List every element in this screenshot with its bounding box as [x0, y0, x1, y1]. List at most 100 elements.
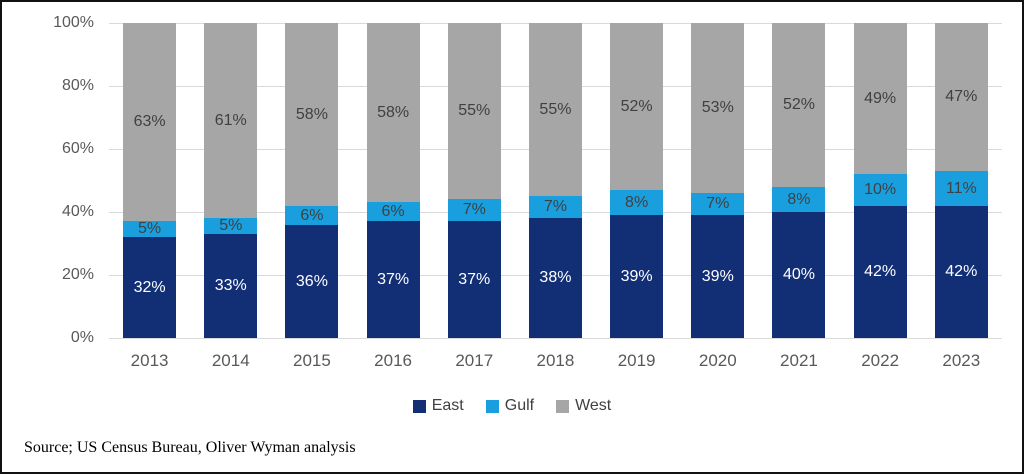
bar-segment-gulf-2019: 8%	[610, 190, 664, 215]
bar-segment-gulf-2023: 11%	[934, 171, 988, 206]
data-label-west-2018: 55%	[539, 100, 572, 118]
data-label-east-2013: 32%	[133, 278, 166, 296]
bar-2019: 52% 8% 39%	[610, 23, 664, 338]
gridline-0%	[109, 338, 1002, 339]
x-axis-label-2013: 2013	[130, 351, 169, 370]
x-axis-label-2017: 2017	[455, 351, 494, 370]
bar-segment-west-2022: 49%	[853, 23, 907, 174]
bar-segment-gulf-2020: 7%	[691, 193, 745, 215]
data-label-west-2013: 63%	[133, 113, 166, 130]
data-label-gulf-2014: 5%	[219, 217, 243, 234]
data-label-gulf-2020: 7%	[706, 195, 730, 212]
x-axis-label-2021: 2021	[780, 351, 818, 370]
plot-area: 63% 5% 32% 61% 5% 33% 58% 6% 36% 58% 6% 37% 55% 7% 37%…	[109, 23, 1002, 339]
data-label-east-2020: 39%	[701, 267, 734, 285]
data-label-gulf-2016: 6%	[381, 202, 405, 220]
bar-segment-gulf-2018: 7%	[528, 196, 582, 218]
bar-segment-gulf-2014: 5%	[204, 217, 258, 234]
legend: East Gulf West	[2, 397, 1022, 415]
bar-segment-east-2014: 33%	[204, 234, 258, 338]
bar-segment-west-2021: 52%	[772, 23, 826, 187]
data-label-gulf-2017: 7%	[462, 201, 486, 218]
data-label-west-2017: 55%	[458, 102, 491, 119]
data-label-west-2016: 58%	[377, 103, 410, 121]
data-label-gulf-2023: 11%	[945, 179, 977, 197]
data-label-west-2019: 52%	[620, 97, 653, 115]
data-label-gulf-2013: 5%	[138, 220, 162, 237]
x-axis-label-2014: 2014	[211, 351, 250, 370]
bar-segment-east-2013: 32%	[123, 237, 177, 338]
data-label-east-2018: 38%	[539, 269, 572, 286]
bar-segment-east-2016: 37%	[366, 221, 420, 338]
bars-container: 63% 5% 32% 61% 5% 33% 58% 6% 36% 58% 6% 37% 55% 7% 37%…	[109, 23, 1002, 338]
bar-2017: 55% 7% 37%	[447, 23, 501, 338]
bar-segment-west-2018: 55%	[528, 23, 582, 196]
x-axis-label-2022: 2022	[861, 351, 900, 370]
data-label-west-2022: 49%	[864, 89, 897, 107]
bar-segment-west-2023: 47%	[934, 23, 988, 171]
x-axis-label-2023: 2023	[942, 351, 981, 370]
bar-2016: 58% 6% 37%	[366, 23, 420, 338]
bar-segment-west-2017: 55%	[447, 23, 501, 199]
x-axis: 2013 2014 2015 2016 2017 2018 2019 2020 2021 2022…	[109, 351, 1002, 375]
bar-segment-west-2019: 52%	[610, 23, 664, 190]
bar-segment-east-2015: 36%	[285, 225, 339, 338]
y-axis-label-100%: 100%	[53, 14, 94, 31]
bar-segment-east-2023: 42%	[934, 206, 988, 338]
data-label-east-2015: 36%	[295, 272, 328, 290]
data-label-west-2023: 47%	[945, 88, 978, 105]
x-axis-label-2019: 2019	[617, 351, 656, 370]
bar-segment-west-2013: 63%	[123, 23, 177, 221]
bar-segment-gulf-2021: 8%	[772, 187, 826, 212]
bar-2018: 55% 7% 38%	[528, 23, 582, 338]
data-label-east-2022: 42%	[864, 263, 897, 280]
bar-segment-gulf-2015: 6%	[285, 206, 339, 225]
data-label-gulf-2019: 8%	[625, 193, 649, 211]
y-axis-label-60%: 60%	[61, 140, 94, 157]
bar-2013: 63% 5% 32%	[123, 23, 177, 338]
bar-segment-west-2014: 61%	[204, 23, 258, 218]
data-label-east-2019: 39%	[620, 267, 653, 285]
bar-segment-east-2017: 37%	[447, 221, 501, 338]
bar-segment-gulf-2013: 5%	[123, 220, 177, 237]
legend-swatch-east	[412, 399, 426, 413]
x-axis-label-2016: 2016	[374, 351, 412, 370]
data-label-east-2014: 33%	[214, 277, 247, 294]
data-label-west-2020: 53%	[701, 99, 734, 116]
bar-segment-east-2021: 40%	[772, 212, 826, 338]
x-axis-label-2015: 2015	[293, 351, 331, 370]
data-label-east-2021: 40%	[782, 266, 815, 283]
y-axis-label-20%: 20%	[61, 266, 94, 283]
bar-2023: 47% 11% 42%	[934, 23, 988, 338]
bar-segment-gulf-2022: 10%	[853, 174, 907, 206]
bar-segment-west-2020: 53%	[691, 23, 745, 193]
legend-label-gulf: Gulf	[504, 397, 535, 414]
bar-segment-west-2015: 58%	[285, 23, 339, 206]
bar-2020: 53% 7% 39%	[691, 23, 745, 338]
bar-segment-east-2018: 38%	[528, 218, 582, 338]
bar-segment-east-2020: 39%	[691, 215, 745, 338]
legend-item-gulf: Gulf	[485, 397, 535, 415]
bar-2022: 49% 10% 42%	[853, 23, 907, 338]
bar-segment-east-2019: 39%	[610, 215, 664, 338]
legend-swatch-gulf	[485, 399, 499, 413]
data-label-west-2014: 61%	[214, 111, 247, 129]
y-axis-label-80%: 80%	[61, 77, 94, 94]
bar-segment-east-2022: 42%	[853, 206, 907, 338]
data-label-gulf-2021: 8%	[787, 190, 811, 208]
legend-item-west: West	[556, 397, 611, 415]
bar-2021: 52% 8% 40%	[772, 23, 826, 338]
data-label-east-2016: 37%	[377, 270, 410, 288]
data-label-gulf-2022: 10%	[864, 181, 897, 198]
bar-2014: 61% 5% 33%	[204, 23, 258, 338]
bar-segment-gulf-2017: 7%	[447, 199, 501, 221]
bar-2015: 58% 6% 36%	[285, 23, 339, 338]
data-label-gulf-2018: 7%	[543, 198, 567, 215]
data-label-west-2015: 58%	[295, 105, 328, 123]
x-axis-label-2018: 2018	[536, 351, 575, 370]
data-label-east-2017: 37%	[458, 270, 491, 288]
source-note: Source; US Census Bureau, Oliver Wyman a…	[24, 439, 356, 456]
data-label-east-2023: 42%	[945, 263, 978, 280]
legend-item-east: East	[412, 397, 464, 415]
